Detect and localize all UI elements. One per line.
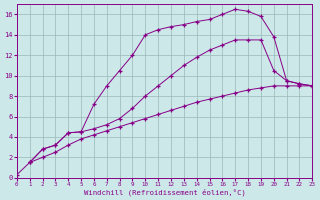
X-axis label: Windchill (Refroidissement éolien,°C): Windchill (Refroidissement éolien,°C): [84, 188, 245, 196]
